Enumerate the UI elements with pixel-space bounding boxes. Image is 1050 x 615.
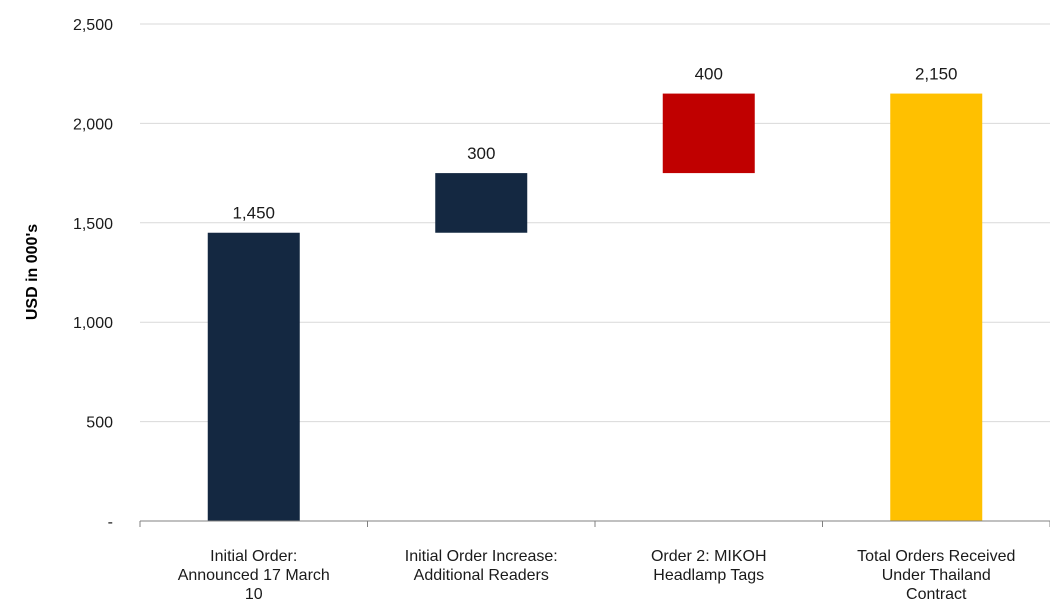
y-axis-ticks: - 500 1,000 1,500 2,000 2,500 [73,17,113,531]
y-tick-label: 1,000 [73,315,113,332]
category-label: Additional Readers [414,567,549,584]
category-label: Under Thailand [882,567,991,584]
data-label: 1,450 [232,204,275,223]
bar [435,173,528,233]
category-label: 10 [245,586,263,603]
y-tick-label: 2,500 [73,17,113,34]
category-label: Contract [906,586,967,603]
data-label: 300 [467,144,495,163]
y-tick-label: 2,000 [73,116,113,133]
category-label: Headlamp Tags [653,567,764,584]
y-tick-label: 500 [86,415,113,432]
x-axis: Initial Order: Announced 17 March 10 Initia… [139,520,1050,603]
bar [890,93,983,521]
data-label: 400 [695,65,723,84]
data-label: 2,150 [915,65,958,84]
y-tick-label: - [108,514,113,531]
category-label: Initial Order Increase: [405,548,558,565]
y-axis-title: USD in 000's [24,224,41,320]
category-label: Order 2: MIKOH [651,548,767,565]
category-label: Initial Order: [210,548,297,565]
category-label: Total Orders Received [857,548,1015,565]
bar [207,232,300,522]
bar [662,93,755,174]
bars: 1,450 300 400 2,150 [207,65,983,522]
category-label: Announced 17 March [178,567,330,584]
y-tick-label: 1,500 [73,216,113,233]
